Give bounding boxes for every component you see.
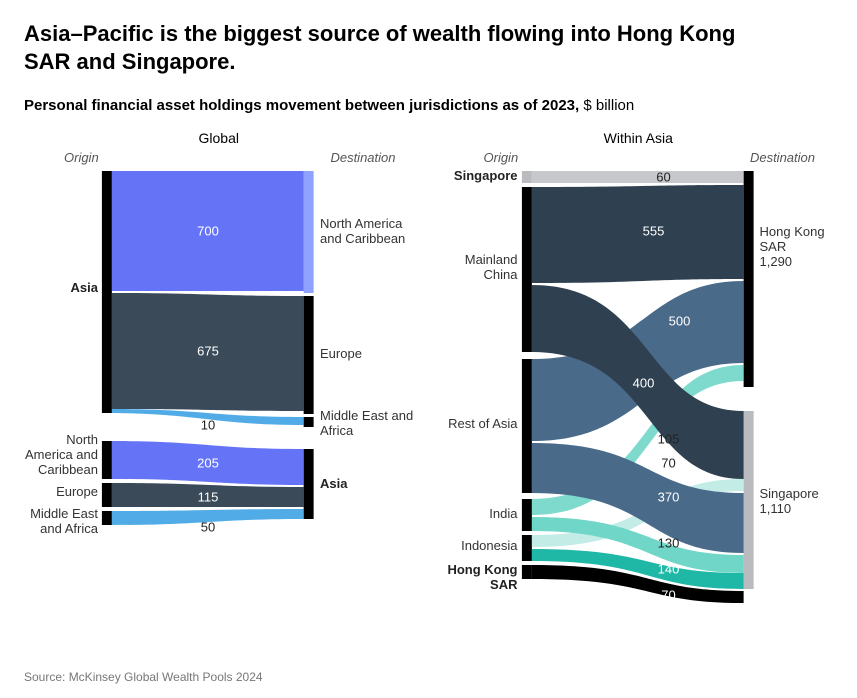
panel-global-col-labels: Origin Destination <box>24 150 414 171</box>
global-origin-label: Origin <box>64 150 99 165</box>
chart-title: Asia–Pacific is the biggest source of we… <box>24 20 784 75</box>
panel-global-title: Global <box>24 130 414 146</box>
asia-node-sg: Singapore <box>444 169 518 184</box>
asia-node-hk: Hong Kong SAR <box>444 563 518 593</box>
asia-dest-sg: Singapore 1,110 <box>760 487 840 517</box>
source-line: Source: McKinsey Global Wealth Pools 202… <box>24 670 263 684</box>
asia-dest-sg-label: Singapore <box>760 486 819 501</box>
asia-node-id: Indonesia <box>444 539 518 554</box>
sankey-asia: Singapore Mainland China Rest of Asia In… <box>444 171 834 611</box>
subtitle-main: Personal financial asset holdings moveme… <box>24 97 579 114</box>
panel-global: Global Origin Destination <box>24 130 414 630</box>
global-dest-nac: North America and Caribbean <box>320 217 414 247</box>
global-node-mea: Middle East and Africa <box>24 507 98 537</box>
asia-dest-hk-val: 1,290 <box>760 254 793 269</box>
asia-dest-label: Destination <box>750 150 815 165</box>
asia-dest-hk: Hong Kong SAR 1,290 <box>760 225 840 270</box>
global-node-eur: Europe <box>24 485 98 500</box>
global-dest-label: Destination <box>330 150 395 165</box>
asia-dest-sg-val: 1,110 <box>760 501 792 516</box>
global-node-nac: North America and Caribbean <box>24 433 98 478</box>
asia-origin-label: Origin <box>484 150 519 165</box>
asia-node-roa: Rest of Asia <box>444 417 518 432</box>
subtitle-unit: $ billion <box>579 97 634 114</box>
asia-dest-hk-label: Hong Kong SAR <box>760 224 825 254</box>
sankey-global: Asia North America and Caribbean Europe … <box>24 171 414 611</box>
chart-subtitle: Personal financial asset holdings moveme… <box>24 97 833 114</box>
global-dest-mea: Middle East and Africa <box>320 409 414 439</box>
global-dest-eur: Europe <box>320 347 414 362</box>
panel-asia-title: Within Asia <box>444 130 834 146</box>
asia-node-in: India <box>444 507 518 522</box>
charts-row: Global Origin Destination <box>24 130 833 630</box>
global-node-asia: Asia <box>24 281 98 296</box>
asia-node-cn: Mainland China <box>444 253 518 283</box>
global-dest-asia: Asia <box>320 477 414 492</box>
panel-asia: Within Asia Origin Destination <box>444 130 834 630</box>
